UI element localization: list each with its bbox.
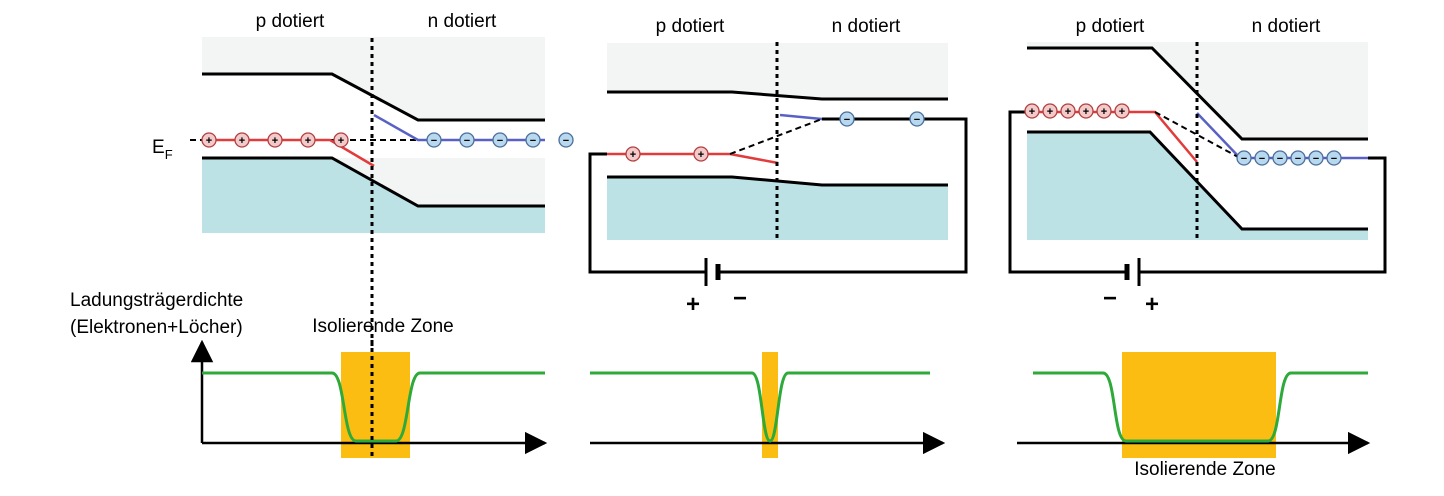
panel-equilibrium: p dotiert n dotiert + + + + + − − − − − EF Ladun…: [70, 11, 574, 458]
electron-marker: −: [1254, 150, 1270, 166]
fermi-level-split: [1154, 111, 1241, 159]
hole-marker: +: [625, 146, 641, 162]
electron-marker: −: [1308, 150, 1324, 166]
panel-reverse-bias: p dotiert n dotiert − + + + + + + + − − − − − − Is…: [1008, 16, 1387, 480]
carrier-density-curve: [202, 371, 545, 443]
battery-terminal-right: −: [733, 285, 747, 312]
circuit-wire-left: [588, 152, 705, 274]
battery-terminal-left: +: [686, 291, 700, 318]
electron-marker: −: [839, 111, 855, 127]
p-doped-label: p dotiert: [256, 11, 325, 32]
svg-text:+: +: [338, 135, 344, 147]
hole-marker: +: [1042, 103, 1058, 119]
svg-text:−: −: [844, 114, 850, 126]
svg-text:+: +: [1083, 106, 1089, 118]
panel-forward-bias: p dotiert n dotiert + − + + − −: [588, 16, 968, 458]
insulating-zone-label: Isolierende Zone: [312, 316, 454, 337]
battery-terminal-left: −: [1103, 285, 1117, 312]
svg-text:−: −: [1277, 153, 1283, 165]
n-doped-label: n dotiert: [1252, 16, 1321, 37]
conduction-band-edge: [202, 72, 545, 122]
p-doped-label: p dotiert: [656, 16, 725, 37]
svg-text:−: −: [1295, 153, 1301, 165]
electron-marker: −: [426, 132, 442, 148]
valence-band-edge: [202, 156, 545, 208]
circuit-wire-left: [1008, 110, 1126, 274]
svg-text:−: −: [1241, 153, 1247, 165]
electron-marker: −: [1272, 150, 1288, 166]
valence-region: [202, 158, 545, 233]
svg-text:−: −: [464, 135, 470, 147]
svg-text:−: −: [1259, 153, 1265, 165]
hole-marker: +: [1114, 103, 1130, 119]
svg-text:+: +: [305, 135, 311, 147]
hole-marker: +: [267, 132, 283, 148]
svg-text:+: +: [630, 149, 636, 161]
electrons-group: − −: [839, 111, 925, 127]
n-doped-label: n dotiert: [832, 16, 901, 37]
svg-text:−: −: [530, 135, 536, 147]
holes-group: + + + + + +: [1024, 103, 1130, 119]
svg-text:−: −: [563, 135, 569, 147]
electron-marker: −: [525, 132, 541, 148]
hole-marker: +: [1078, 103, 1094, 119]
electron-marker: −: [1326, 150, 1342, 166]
hole-marker: +: [201, 132, 217, 148]
electron-level: [779, 113, 823, 121]
fermi-level-label: EF: [152, 137, 173, 162]
holes-group: + +: [625, 146, 709, 162]
electron-marker: −: [1236, 150, 1252, 166]
svg-text:+: +: [1047, 106, 1053, 118]
electron-marker: −: [558, 132, 574, 148]
electron-marker: −: [909, 111, 925, 127]
battery-terminal-right: +: [1145, 291, 1159, 318]
svg-text:+: +: [206, 135, 212, 147]
p-doped-label: p dotiert: [1076, 16, 1145, 37]
svg-text:+: +: [698, 149, 704, 161]
hole-marker: +: [234, 132, 250, 148]
svg-text:−: −: [914, 114, 920, 126]
svg-text:+: +: [1065, 106, 1071, 118]
svg-text:−: −: [1313, 153, 1319, 165]
hole-marker: +: [693, 146, 709, 162]
electron-marker: −: [459, 132, 475, 148]
n-doped-label: n dotiert: [428, 11, 497, 32]
svg-text:−: −: [1331, 153, 1337, 165]
carrier-density-curve: [1033, 371, 1368, 443]
circuit-wire-right: [719, 117, 968, 274]
fermi-level-split: [729, 118, 823, 155]
circuit-wire-right: [1140, 156, 1387, 274]
svg-text:+: +: [1119, 106, 1125, 118]
electron-marker: −: [1290, 150, 1306, 166]
hole-marker: +: [1096, 103, 1112, 119]
svg-text:−: −: [431, 135, 437, 147]
svg-text:+: +: [1029, 106, 1035, 118]
svg-text:+: +: [1101, 106, 1107, 118]
svg-text:−: −: [497, 135, 503, 147]
electrons-group: − − − − − −: [1236, 150, 1342, 166]
hole-marker: +: [1060, 103, 1076, 119]
hole-marker: +: [300, 132, 316, 148]
hole-marker: +: [1024, 103, 1040, 119]
hole-marker: +: [333, 132, 349, 148]
svg-text:+: +: [239, 135, 245, 147]
electrons-group: − − − − −: [426, 132, 574, 148]
conduction-band-edge: [607, 90, 948, 101]
valence-region: [607, 177, 948, 240]
carrier-density-label-line2: (Elektronen+Löcher): [70, 317, 243, 338]
carrier-density-label-line1: Ladungsträgerdichte: [70, 290, 243, 311]
holes-group: + + + + +: [201, 132, 349, 148]
electron-marker: −: [492, 132, 508, 148]
carrier-density-curve: [590, 371, 930, 443]
svg-text:+: +: [272, 135, 278, 147]
insulating-zone-label: Isolierende Zone: [1134, 459, 1276, 480]
